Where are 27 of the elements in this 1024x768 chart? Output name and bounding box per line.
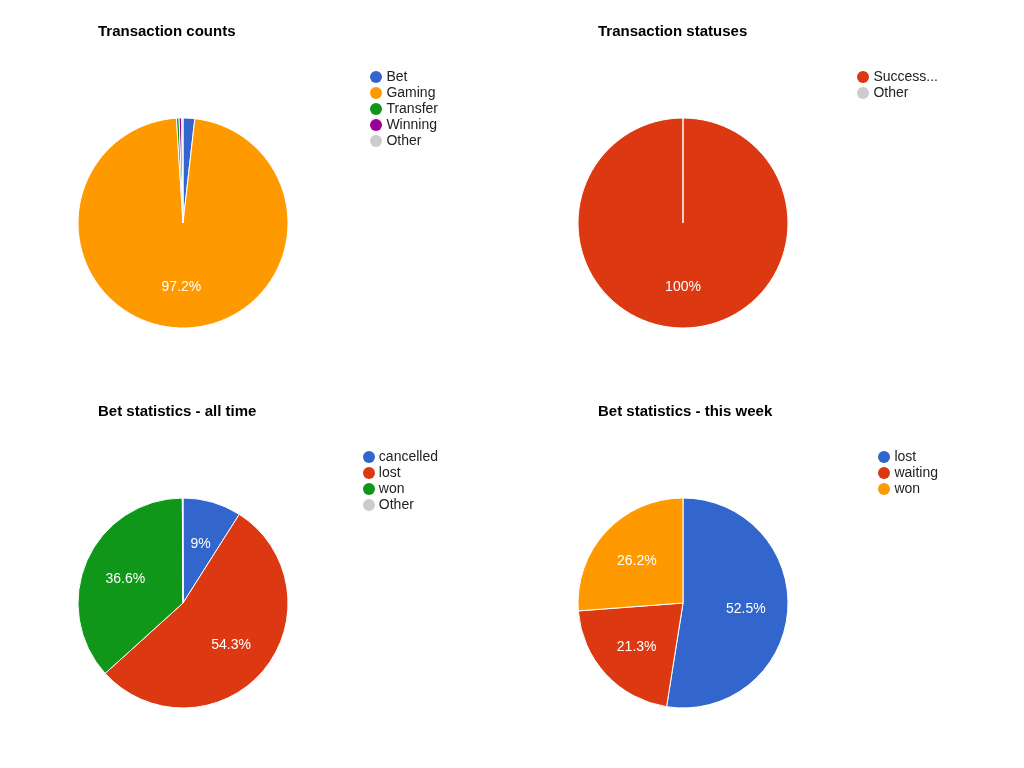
legend-label: Success... bbox=[873, 68, 938, 84]
chart-title: Transaction statuses bbox=[597, 21, 749, 41]
data-label: 9% bbox=[190, 534, 211, 551]
pie-slice bbox=[77, 117, 289, 329]
chart-title: Bet statistics - all time bbox=[97, 401, 258, 421]
legend-label: Gaming bbox=[386, 84, 436, 100]
legend-label: lost bbox=[378, 464, 401, 480]
legend-label: Bet bbox=[386, 68, 408, 84]
legend-label: lost bbox=[894, 448, 917, 464]
data-label: 100% bbox=[665, 278, 701, 294]
legend-label: Transfer bbox=[386, 100, 438, 116]
data-label: 54.3% bbox=[211, 635, 252, 652]
data-label: 21.3% bbox=[616, 637, 657, 654]
chart-title: Transaction counts bbox=[97, 21, 237, 41]
legend-label: Other bbox=[873, 84, 909, 100]
legend-label: won bbox=[378, 480, 405, 496]
data-label: 97.2% bbox=[161, 277, 202, 294]
legend-label: Other bbox=[378, 496, 414, 512]
data-label: 52.5% bbox=[725, 599, 766, 616]
data-label: 26.2% bbox=[616, 552, 657, 569]
legend-label: Winning bbox=[386, 116, 437, 132]
data-label: 36.6% bbox=[105, 569, 146, 586]
legend-label: won bbox=[894, 480, 921, 496]
legend-label: cancelled bbox=[378, 448, 438, 464]
chart-title: Bet statistics - this week bbox=[597, 401, 774, 421]
legend-label: Other bbox=[386, 132, 422, 148]
legend-label: waiting bbox=[894, 464, 938, 480]
